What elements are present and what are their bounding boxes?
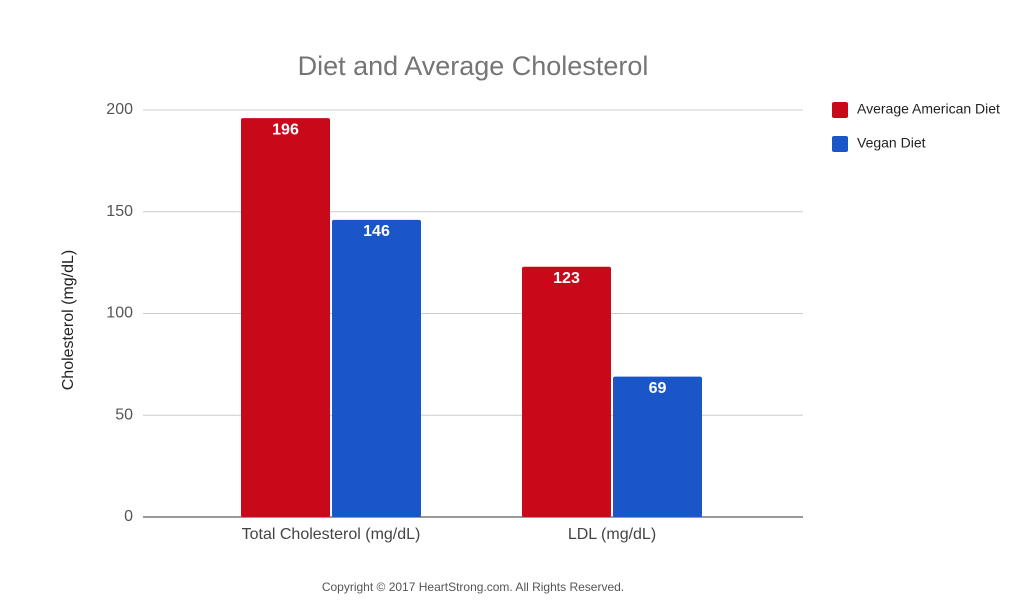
bar (241, 118, 330, 517)
y-axis-label: Cholesterol (mg/dL) (60, 250, 77, 391)
legend-swatch (832, 102, 848, 118)
legend-label: Average American Diet (857, 101, 1000, 117)
x-tick-label: Total Cholesterol (mg/dL) (242, 526, 421, 543)
bar (332, 219, 421, 517)
value-label: 146 (363, 223, 390, 240)
y-tick-label: 50 (115, 406, 133, 423)
y-tick-label: 200 (106, 101, 133, 118)
value-label: 69 (649, 380, 667, 397)
y-tick-label: 100 (106, 305, 133, 322)
footer: Copyright © 2017 HeartStrong.com. All Ri… (322, 580, 624, 594)
y-tick-label: 150 (106, 203, 133, 220)
x-tick-label: LDL (mg/dL) (568, 526, 656, 543)
bar (522, 266, 611, 517)
value-label: 123 (553, 270, 580, 287)
legend-swatch (832, 136, 848, 152)
chart-title: Diet and Average Cholesterol (298, 51, 649, 81)
bar (613, 376, 702, 517)
value-label: 196 (272, 121, 299, 138)
legend-label: Vegan Diet (857, 135, 926, 151)
y-tick-label: 0 (124, 508, 133, 525)
